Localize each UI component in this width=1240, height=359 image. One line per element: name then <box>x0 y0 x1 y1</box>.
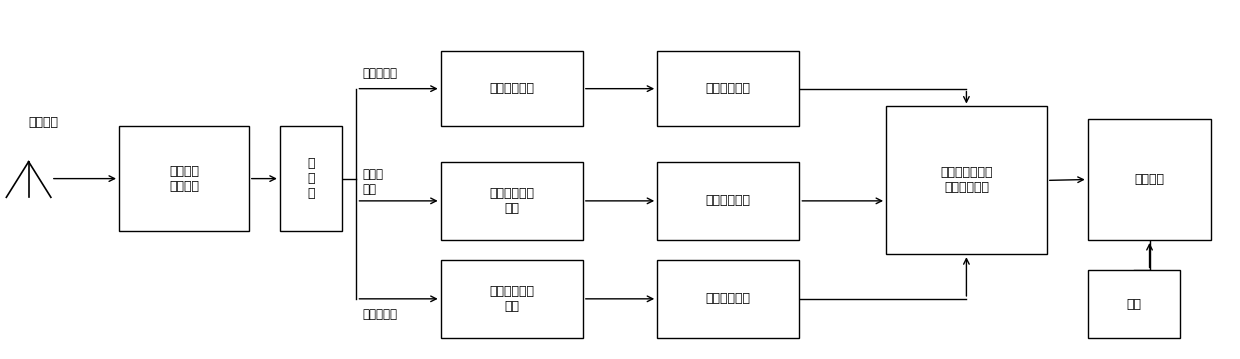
Text: 第二、三路与第
一路峰值之比: 第二、三路与第 一路峰值之比 <box>940 166 993 194</box>
FancyBboxPatch shape <box>657 51 800 126</box>
Text: 第一路信号: 第一路信号 <box>362 67 398 80</box>
Text: 峰值电压提取: 峰值电压提取 <box>706 292 750 306</box>
FancyBboxPatch shape <box>440 51 583 126</box>
Text: 分
路
器: 分 路 器 <box>308 157 315 200</box>
Text: 门限: 门限 <box>1127 298 1142 311</box>
FancyBboxPatch shape <box>1087 270 1180 338</box>
FancyBboxPatch shape <box>887 107 1047 254</box>
Text: 完全匹配滤波: 完全匹配滤波 <box>490 82 534 95</box>
FancyBboxPatch shape <box>119 126 249 231</box>
Text: 右半频宽匹配
滤波: 右半频宽匹配 滤波 <box>490 285 534 313</box>
FancyBboxPatch shape <box>280 126 342 231</box>
Text: 第二路
信号: 第二路 信号 <box>362 168 383 196</box>
FancyBboxPatch shape <box>440 260 583 338</box>
Text: 目标识别: 目标识别 <box>1135 173 1164 186</box>
Text: 接收天线: 接收天线 <box>29 116 58 129</box>
Text: 第三路信号: 第三路信号 <box>362 308 398 321</box>
FancyBboxPatch shape <box>657 260 800 338</box>
Text: 左半频宽匹配
滤波: 左半频宽匹配 滤波 <box>490 187 534 215</box>
FancyBboxPatch shape <box>657 162 800 240</box>
Text: 峰值电压提取: 峰值电压提取 <box>706 82 750 95</box>
Text: 带通滤波
低噪放大: 带通滤波 低噪放大 <box>169 165 198 193</box>
Text: 峰值电压提取: 峰值电压提取 <box>706 194 750 208</box>
FancyBboxPatch shape <box>1087 119 1211 240</box>
FancyBboxPatch shape <box>440 162 583 240</box>
